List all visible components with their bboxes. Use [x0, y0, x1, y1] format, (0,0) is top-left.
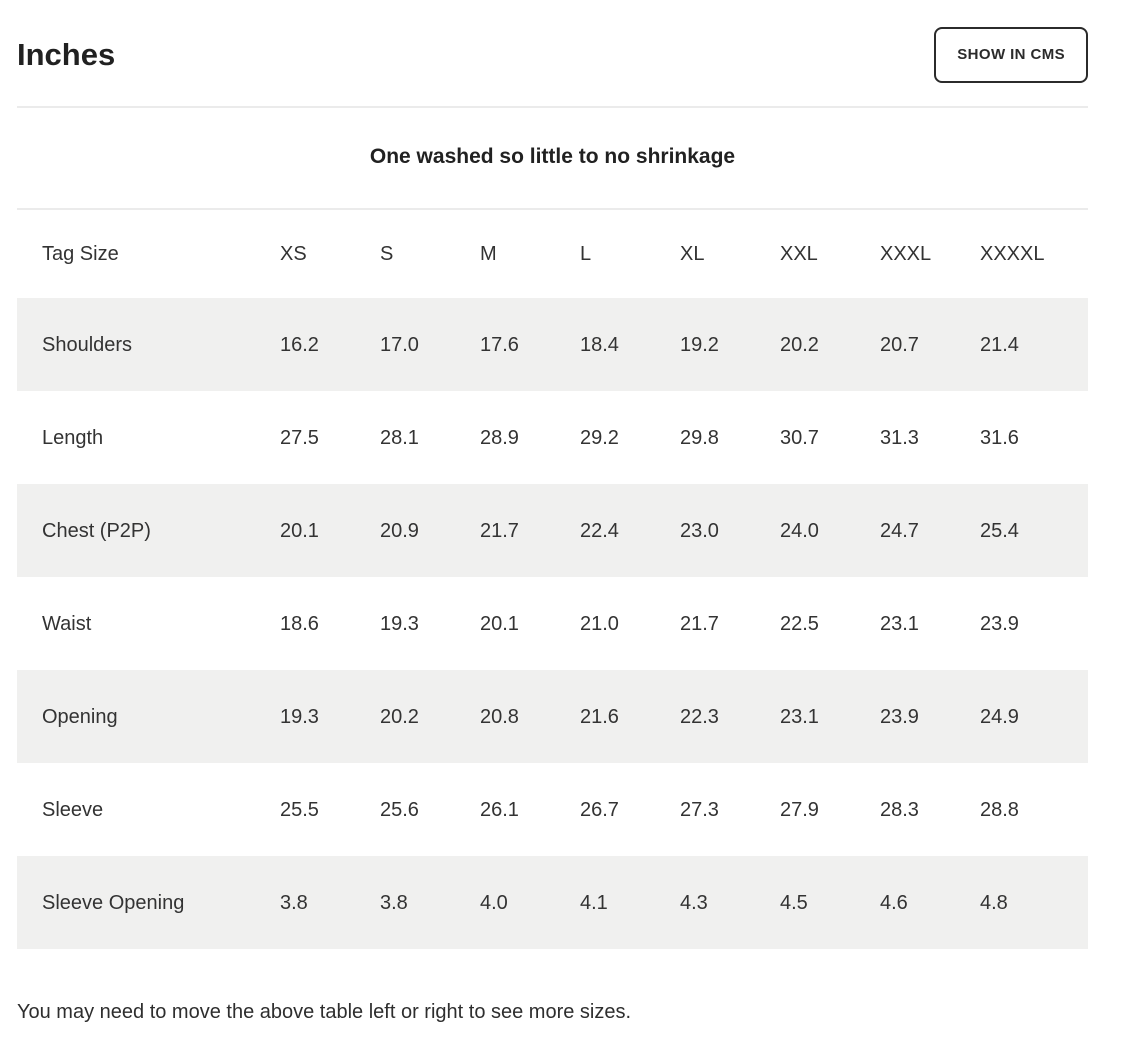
size-value: 19.3: [280, 705, 319, 728]
table-row: Length 27.5 28.1 28.9 29.2 29.8 30.7 31.…: [17, 391, 1088, 484]
size-value: 17.6: [480, 333, 519, 356]
size-value: 28.9: [480, 426, 519, 449]
size-value: 25.6: [380, 798, 419, 821]
size-value: 23.0: [680, 519, 719, 542]
size-value: 23.1: [880, 612, 919, 635]
table-header-row: Tag Size XS S M L XL XXL XXXL XXXXL: [17, 210, 1088, 298]
size-value: 18.6: [280, 612, 319, 635]
size-value: 20.2: [780, 333, 819, 356]
size-value: 20.8: [480, 705, 519, 728]
size-value: 16.2: [280, 333, 319, 356]
size-value: 20.1: [280, 519, 319, 542]
size-value: 3.8: [380, 891, 408, 914]
column-header-xxxl: XXXL: [880, 243, 932, 265]
size-value: 28.1: [380, 426, 419, 449]
top-bar: Inches SHOW IN CMS: [17, 0, 1088, 84]
column-header-l: L: [580, 243, 592, 265]
size-value: 22.4: [580, 519, 619, 542]
size-value: 27.3: [680, 798, 719, 821]
show-in-cms-button[interactable]: SHOW IN CMS: [934, 27, 1088, 83]
scroll-hint-text: You may need to move the above table lef…: [17, 1001, 632, 1023]
size-value: 4.3: [680, 891, 708, 914]
size-value: 23.9: [980, 612, 1019, 635]
size-value: 30.7: [780, 426, 819, 449]
row-label: Length: [42, 426, 104, 449]
size-value: 25.5: [280, 798, 319, 821]
row-label: Sleeve: [42, 798, 104, 821]
size-value: 20.2: [380, 705, 419, 728]
size-value: 22.3: [680, 705, 719, 728]
size-table[interactable]: Tag Size XS S M L XL XXL XXXL XXXXL Shou…: [17, 210, 1088, 949]
size-chart-panel: Inches SHOW IN CMS One washed so little …: [17, 0, 1088, 1027]
size-value: 24.7: [880, 519, 919, 542]
size-value: 20.1: [480, 612, 519, 635]
size-value: 19.3: [380, 612, 419, 635]
row-label: Shoulders: [42, 333, 133, 356]
table-row: Opening 19.3 20.2 20.8 21.6 22.3 23.1 23…: [17, 670, 1088, 763]
size-value: 3.8: [280, 891, 308, 914]
column-header-xxl: XXL: [780, 243, 818, 265]
row-label: Chest (P2P): [42, 519, 151, 542]
row-label: Opening: [42, 705, 118, 728]
column-header-xl: XL: [680, 243, 705, 265]
size-value: 4.0: [480, 891, 508, 914]
shrinkage-note: One washed so little to no shrinkage: [369, 145, 736, 168]
size-value: 28.8: [980, 798, 1019, 821]
size-value: 21.0: [580, 612, 619, 635]
size-value: 31.3: [880, 426, 919, 449]
size-value: 21.4: [980, 333, 1019, 356]
divider: [17, 106, 1088, 108]
column-header-m: M: [480, 243, 497, 265]
size-value: 20.7: [880, 333, 919, 356]
units-title: Inches: [17, 36, 116, 72]
size-value: 4.6: [880, 891, 908, 914]
size-value: 23.9: [880, 705, 919, 728]
size-value: 29.8: [680, 426, 719, 449]
size-value: 25.4: [980, 519, 1019, 542]
size-value: 4.1: [580, 891, 608, 914]
size-value: 29.2: [580, 426, 619, 449]
size-value: 20.9: [380, 519, 419, 542]
size-value: 17.0: [380, 333, 419, 356]
column-header-tag-size: Tag Size: [42, 243, 119, 265]
size-value: 21.7: [680, 612, 719, 635]
table-row: Chest (P2P) 20.1 20.9 21.7 22.4 23.0 24.…: [17, 484, 1088, 577]
size-value: 19.2: [680, 333, 719, 356]
size-value: 21.7: [480, 519, 519, 542]
size-value: 22.5: [780, 612, 819, 635]
column-header-xxxxl: XXXXL: [980, 243, 1045, 265]
size-value: 18.4: [580, 333, 619, 356]
size-value: 27.9: [780, 798, 819, 821]
column-header-s: S: [380, 243, 394, 265]
row-label: Sleeve Opening: [42, 891, 185, 914]
size-value: 24.9: [980, 705, 1019, 728]
size-value: 31.6: [980, 426, 1019, 449]
table-row: Sleeve 25.5 25.6 26.1 26.7 27.3 27.9 28.…: [17, 763, 1088, 856]
size-value: 26.7: [580, 798, 619, 821]
table-row: Shoulders 16.2 17.0 17.6 18.4 19.2 20.2 …: [17, 298, 1088, 391]
row-label: Waist: [42, 612, 92, 635]
size-value: 4.5: [780, 891, 808, 914]
divider: [17, 208, 1088, 210]
size-value: 23.1: [780, 705, 819, 728]
size-value: 28.3: [880, 798, 919, 821]
subtitle-section: One washed so little to no shrinkage: [17, 108, 1088, 208]
table-row: Sleeve Opening 3.8 3.8 4.0 4.1 4.3 4.5 4…: [17, 856, 1088, 949]
size-value: 4.8: [980, 891, 1008, 914]
size-value: 21.6: [580, 705, 619, 728]
size-value: 26.1: [480, 798, 519, 821]
table-row: Waist 18.6 19.3 20.1 21.0 21.7 22.5 23.1…: [17, 577, 1088, 670]
size-value: 24.0: [780, 519, 819, 542]
size-value: 27.5: [280, 426, 319, 449]
column-header-xs: XS: [280, 243, 307, 265]
